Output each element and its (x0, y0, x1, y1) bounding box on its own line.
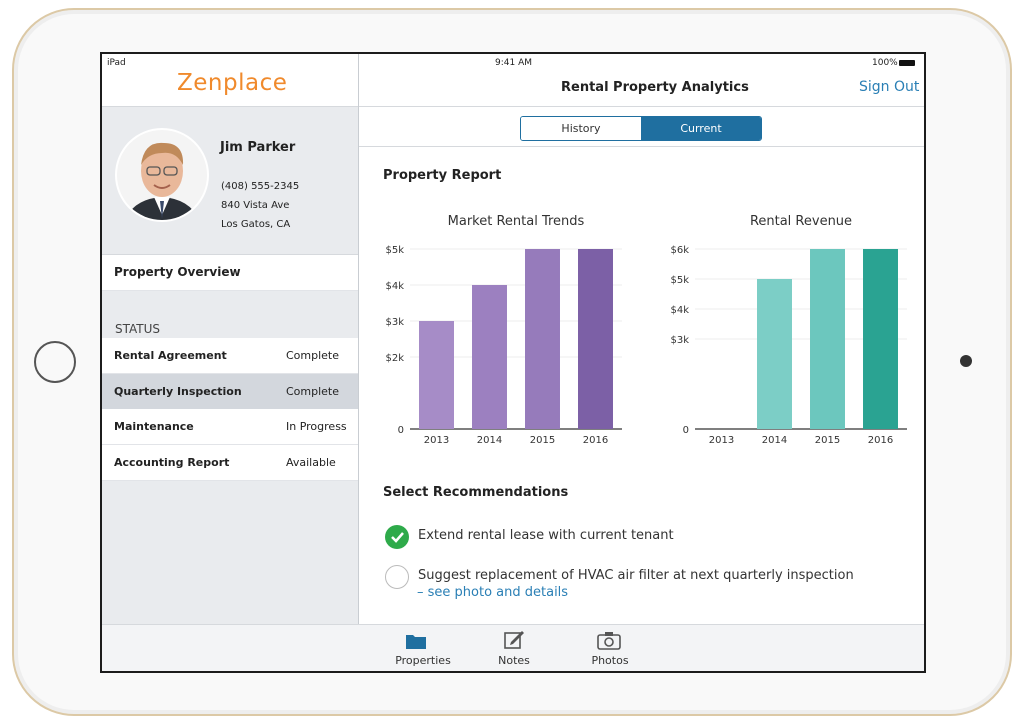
x-tick-label: 2013 (709, 435, 734, 446)
bar (472, 285, 507, 429)
bar (419, 321, 454, 429)
y-tick-label: 0 (683, 425, 689, 436)
check-mark (391, 532, 404, 543)
recommendation-link[interactable]: – see photo and details (417, 585, 569, 600)
chart: Market Rental Trends 0 $2k $3k $4k $5k 2013 201… (385, 214, 622, 446)
tab-bar-item[interactable]: Properties (395, 654, 451, 667)
segmented-control: History Current (520, 116, 762, 141)
x-tick-label: 2015 (815, 435, 840, 446)
status-label: Rental Agreement (114, 349, 227, 362)
profile-phone: (408) 555-2345 (221, 181, 300, 192)
y-tick-label: $3k (670, 335, 689, 346)
y-tick-label: $4k (385, 281, 404, 292)
bar (757, 279, 792, 429)
recommendations-title: Select Recommendations (383, 485, 569, 500)
status-value: Complete (286, 349, 340, 362)
divider (359, 146, 924, 147)
menu-row[interactable]: Property Overview (102, 254, 358, 291)
y-tick-label: $2k (385, 353, 404, 364)
status-label: Maintenance (114, 420, 194, 433)
tab[interactable]: History (521, 117, 641, 140)
y-tick-label: $5k (385, 245, 404, 256)
checkbox[interactable] (385, 525, 409, 549)
status-row[interactable]: Rental Agreement Complete (102, 338, 358, 374)
avatar (115, 128, 209, 222)
x-tick-label: 2014 (477, 435, 502, 446)
camera (960, 355, 972, 367)
status-label: Accounting Report (114, 455, 230, 469)
y-tick-label: $4k (670, 305, 689, 316)
menu-label: Property Overview (114, 265, 241, 279)
header-title: Rental Property Analytics (561, 80, 749, 95)
logo: Zenplace (177, 70, 288, 96)
checkbox[interactable] (385, 565, 409, 589)
report-title: Property Report (383, 168, 502, 183)
status-row[interactable]: Quarterly Inspection Complete (102, 373, 358, 410)
chart-title: Market Rental Trends (448, 214, 585, 229)
chart-title: Rental Revenue (750, 214, 852, 229)
avatar-photo (117, 130, 207, 220)
recommendation-text: Suggest replacement of HVAC air filter a… (418, 568, 854, 583)
sign-out[interactable]: Sign Out (859, 79, 920, 95)
profile-name: Jim Parker (220, 140, 296, 155)
x-tick-label: 2013 (424, 435, 449, 446)
tab-bar: Properties Notes Photos (102, 624, 924, 671)
y-tick-label: $5k (670, 275, 689, 286)
y-tick-label: $3k (385, 317, 404, 328)
battery-label: 100% (872, 58, 898, 68)
x-tick-label: 2014 (762, 435, 787, 446)
x-tick-label: 2016 (583, 435, 608, 446)
logo-bar (102, 54, 358, 107)
y-tick-label: 0 (398, 425, 404, 436)
status-row[interactable]: Maintenance In Progress (102, 409, 358, 445)
x-tick-label: 2016 (868, 435, 893, 446)
device-label: iPad (107, 58, 126, 68)
properties-icon (406, 635, 426, 649)
x-tick-label: 2015 (530, 435, 555, 446)
header (359, 54, 924, 107)
status-row[interactable]: Accounting Report Available (102, 444, 358, 481)
home-button (34, 341, 76, 383)
status-value: Available (286, 455, 336, 469)
bar (525, 249, 560, 429)
recommendation-text: Extend rental lease with current tenant (418, 528, 674, 543)
sidebar: iPad Zenplace Jim Parker (408) 555-2345 … (102, 54, 359, 671)
status-value: Complete (286, 384, 340, 398)
bar (863, 249, 898, 429)
tab-bar-item[interactable]: Photos (591, 654, 629, 667)
profile-city: Los Gatos, CA (221, 219, 291, 230)
status-label: Quarterly Inspection (114, 384, 242, 398)
bar (810, 249, 845, 429)
screen: iPad Zenplace Jim Parker (408) 555-2345 … (100, 52, 926, 673)
status-value: In Progress (286, 420, 347, 433)
photos-icon (597, 632, 621, 650)
tab-bar-item[interactable]: Notes (498, 654, 530, 667)
y-tick-label: $6k (670, 245, 689, 256)
profile-address: 840 Vista Ave (221, 200, 290, 211)
status-heading: STATUS (115, 322, 161, 336)
battery-icon (899, 60, 915, 66)
tab[interactable]: Current (641, 117, 761, 140)
time: 9:41 AM (495, 58, 532, 68)
notes-icon (504, 631, 524, 649)
bar (578, 249, 613, 429)
chart: Rental Revenue 0 $3k $4k $5k $6k 2013 2014 2015 2… (670, 214, 907, 446)
